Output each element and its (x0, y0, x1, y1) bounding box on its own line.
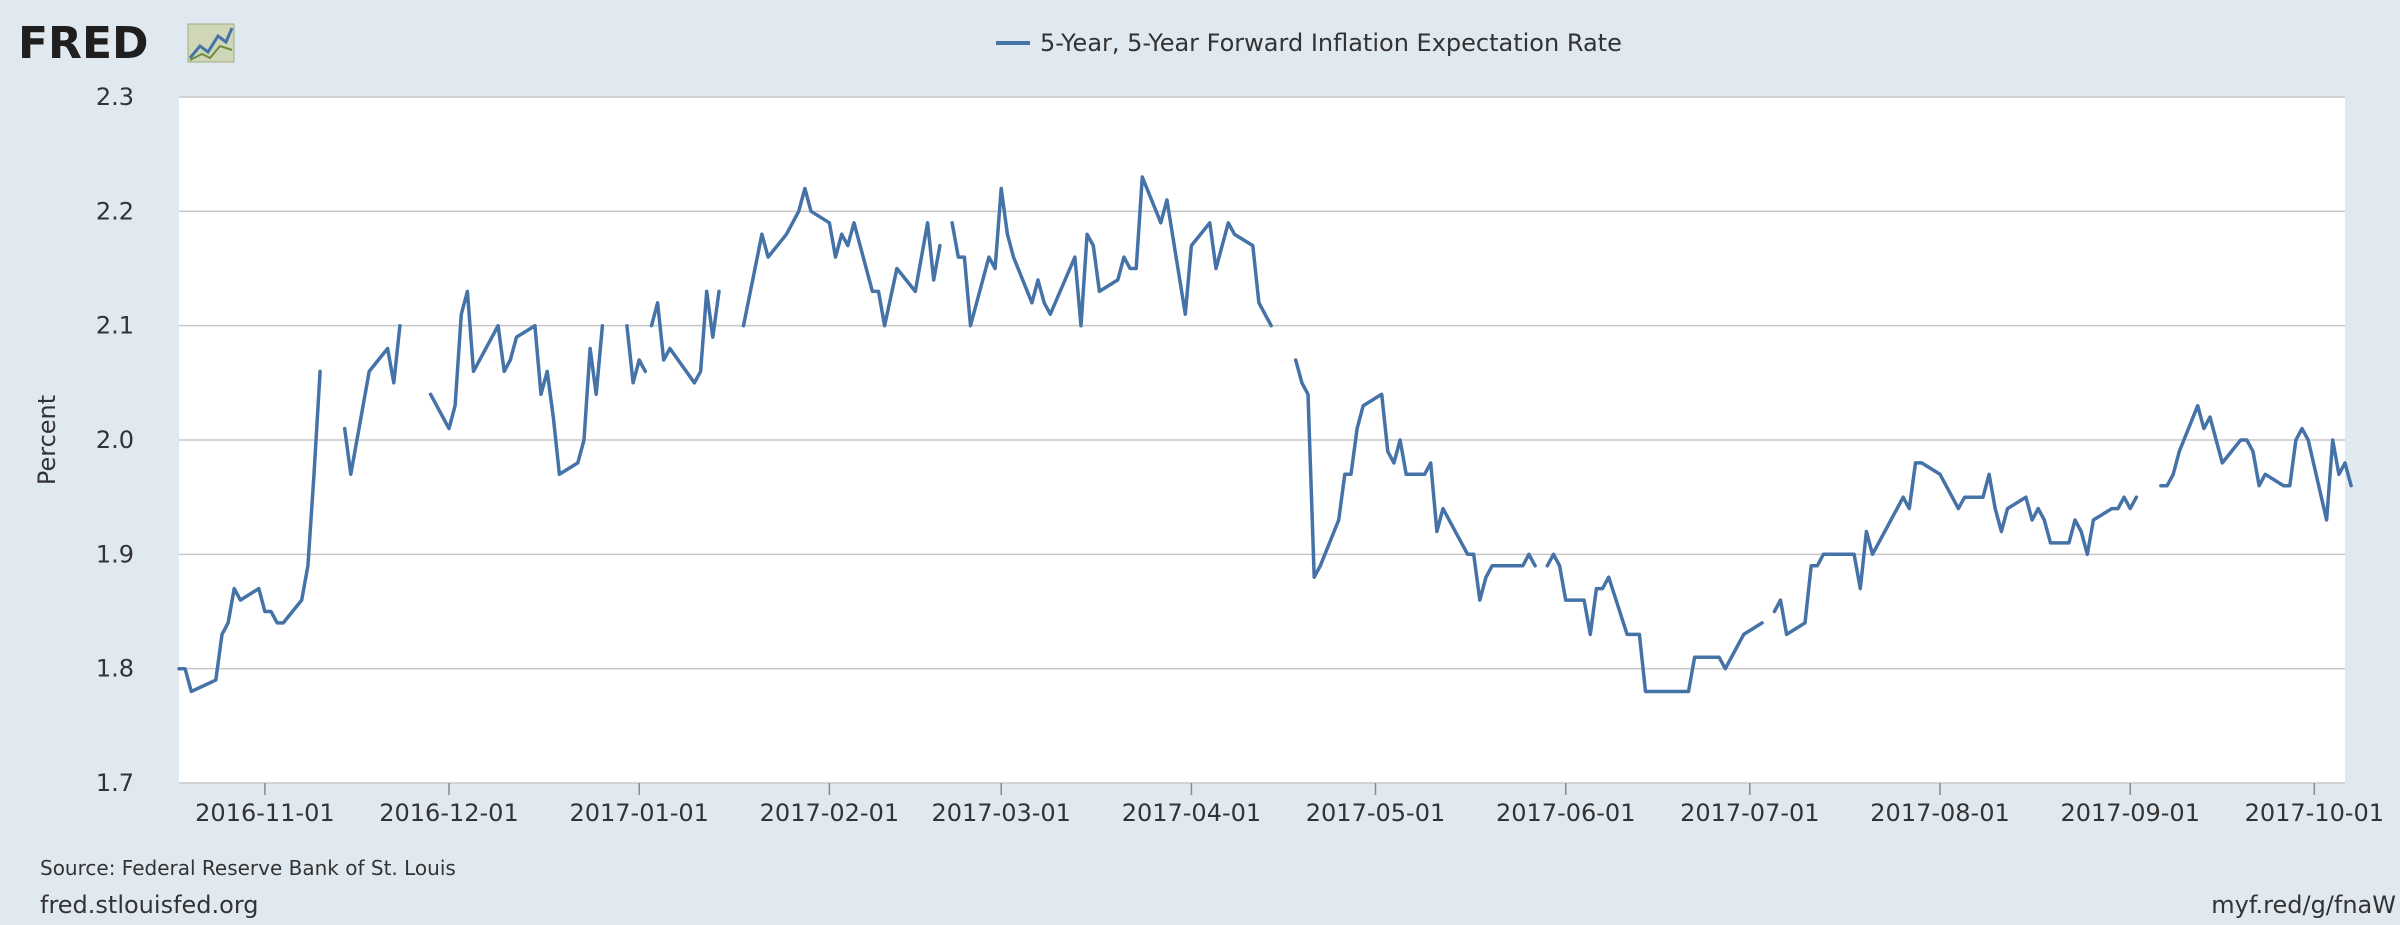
legend-label: 5-Year, 5-Year Forward Inflation Expecta… (1040, 29, 1622, 57)
y-tick-label: 2.1 (96, 312, 134, 340)
x-tick-label: 2017-10-01 (2245, 799, 2384, 827)
y-tick-label: 2.3 (96, 83, 134, 111)
series-segment-2 (428, 289, 605, 477)
x-tick-label: 2016-11-01 (195, 799, 334, 827)
series-segment-5 (741, 186, 942, 328)
y-tick-label: 1.9 (96, 540, 134, 568)
series-segment-0 (177, 369, 322, 694)
y-axis-title: Percent (33, 395, 61, 485)
x-tick-label: 2017-03-01 (931, 799, 1070, 827)
x-tick-label: 2017-01-01 (569, 799, 708, 827)
legend: 5-Year, 5-Year Forward Inflation Expecta… (996, 29, 1622, 57)
series-segment-1 (342, 323, 402, 477)
source-note: Source: Federal Reserve Bank of St. Loui… (40, 856, 456, 880)
x-tick-label: 2017-09-01 (2060, 799, 2199, 827)
fred-logo-text: FRED (18, 18, 149, 69)
y-tick-label: 1.8 (96, 655, 134, 683)
series-segment-6 (950, 175, 1273, 328)
series-segment-3 (625, 323, 648, 385)
y-tick-label: 2.2 (96, 197, 134, 225)
y-tick-label: 1.7 (96, 769, 134, 797)
x-tick-label: 2017-04-01 (1122, 799, 1261, 827)
series-segment-7 (1293, 358, 1537, 602)
x-tick-label: 2017-06-01 (1496, 799, 1635, 827)
series-lines (177, 175, 2353, 694)
x-tick-label: 2016-12-01 (379, 799, 518, 827)
y-tick-label: 2.0 (96, 426, 134, 454)
short-url-link[interactable]: myf.red/g/fnaW (2211, 891, 2396, 919)
series-segment-10 (2159, 403, 2353, 522)
grid-lines (179, 96, 2345, 784)
fred-logo[interactable]: FRED (18, 18, 235, 69)
x-tick-label: 2017-07-01 (1680, 799, 1819, 827)
x-tick-label: 2017-02-01 (760, 799, 899, 827)
y-axis-tick-labels: 1.7 1.8 1.9 2.0 2.1 2.2 2.3 (96, 83, 134, 797)
x-tick-label: 2017-08-01 (1870, 799, 2009, 827)
series-segment-8 (1545, 552, 1764, 694)
x-axis-ticks: 2016-11-01 2016-12-01 2017-01-01 2017-02-01… (195, 783, 2384, 827)
series-segment-9 (1772, 461, 2139, 637)
series-segment-4 (649, 289, 721, 385)
site-link[interactable]: fred.stlouisfed.org (40, 891, 259, 919)
fred-logo-graph-icon (187, 23, 235, 63)
x-tick-label: 2017-05-01 (1306, 799, 1445, 827)
